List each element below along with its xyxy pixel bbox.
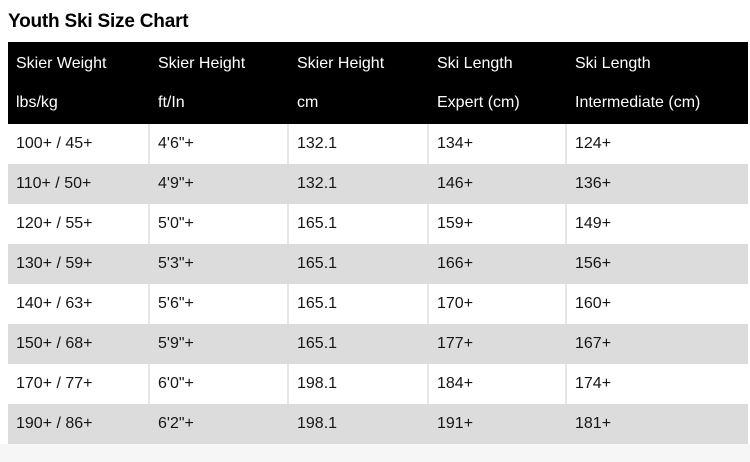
table-cell: 174+: [565, 364, 748, 404]
table-cell: 160+: [565, 284, 748, 324]
column-header: Skier Height cm: [287, 42, 427, 124]
table-cell: 132.1: [287, 164, 427, 204]
table-cell: 165.1: [287, 204, 427, 244]
table-cell: 167+: [565, 324, 748, 364]
table-cell: 150+ / 68+: [8, 324, 148, 364]
column-sublabel: Intermediate (cm): [575, 94, 701, 111]
column-sublabel: cm: [297, 94, 319, 111]
table-cell: 136+: [565, 164, 748, 204]
column-label: Skier Weight: [16, 55, 107, 72]
table-cell: 5'9"+: [148, 324, 287, 364]
table-row: 120+ / 55+ 5'0"+ 165.1 159+ 149+: [8, 204, 748, 244]
table-cell: 4'6"+: [148, 124, 287, 164]
column-label: Ski Length: [575, 55, 651, 72]
table-body: 100+ / 45+ 4'6"+ 132.1 134+ 124+ 110+ / 50+ 4'…: [8, 124, 748, 444]
column-header: Ski Length Expert (cm): [427, 42, 565, 124]
table-cell: 165.1: [287, 244, 427, 284]
table-cell: 184+: [427, 364, 565, 404]
table-cell: 159+: [427, 204, 565, 244]
table-cell: 4'9"+: [148, 164, 287, 204]
page-background-strip: [0, 444, 750, 462]
table-cell: 170+ / 77+: [8, 364, 148, 404]
table-cell: 100+ / 45+: [8, 124, 148, 164]
table-cell: 134+: [427, 124, 565, 164]
table-cell: 120+ / 55+: [8, 204, 148, 244]
table-cell: 198.1: [287, 364, 427, 404]
column-sublabel: ft/In: [158, 94, 185, 111]
table-row: 170+ / 77+ 6'0"+ 198.1 184+ 174+: [8, 364, 748, 404]
table-cell: 5'3"+: [148, 244, 287, 284]
ski-size-table: Skier Weight lbs/kg Skier Height ft/In Skier…: [8, 42, 748, 444]
page-title: Youth Ski Size Chart: [8, 11, 189, 32]
column-header: Skier Weight lbs/kg: [8, 42, 148, 124]
column-label: Skier Height: [297, 55, 385, 72]
table-cell: 130+ / 59+: [8, 244, 148, 284]
table-header: Skier Weight lbs/kg Skier Height ft/In Skier…: [8, 42, 748, 124]
column-label: Skier Height: [158, 55, 246, 72]
table-cell: 149+: [565, 204, 748, 244]
header-row: Skier Weight lbs/kg Skier Height ft/In Skier…: [8, 42, 748, 124]
column-header: Ski Length Intermediate (cm): [565, 42, 748, 124]
table-cell: 198.1: [287, 404, 427, 444]
table-row: 100+ / 45+ 4'6"+ 132.1 134+ 124+: [8, 124, 748, 164]
table-cell: 110+ / 50+: [8, 164, 148, 204]
table-cell: 165.1: [287, 324, 427, 364]
table-cell: 165.1: [287, 284, 427, 324]
table-cell: 177+: [427, 324, 565, 364]
table-cell: 6'2"+: [148, 404, 287, 444]
table-cell: 140+ / 63+: [8, 284, 148, 324]
column-sublabel: Expert (cm): [437, 94, 520, 111]
table-cell: 5'0"+: [148, 204, 287, 244]
table-cell: 190+ / 86+: [8, 404, 148, 444]
table-row: 150+ / 68+ 5'9"+ 165.1 177+ 167+: [8, 324, 748, 364]
table-cell: 166+: [427, 244, 565, 284]
table-row: 130+ / 59+ 5'3"+ 165.1 166+ 156+: [8, 244, 748, 284]
table-cell: 181+: [565, 404, 748, 444]
table-cell: 146+: [427, 164, 565, 204]
table-row: 110+ / 50+ 4'9"+ 132.1 146+ 136+: [8, 164, 748, 204]
table-row: 190+ / 86+ 6'2"+ 198.1 191+ 181+: [8, 404, 748, 444]
table-cell: 5'6"+: [148, 284, 287, 324]
column-sublabel: lbs/kg: [16, 94, 58, 111]
table-cell: 132.1: [287, 124, 427, 164]
table-cell: 124+: [565, 124, 748, 164]
table-cell: 6'0"+: [148, 364, 287, 404]
column-header: Skier Height ft/In: [148, 42, 287, 124]
table-cell: 170+: [427, 284, 565, 324]
table-row: 140+ / 63+ 5'6"+ 165.1 170+ 160+: [8, 284, 748, 324]
column-label: Ski Length: [437, 55, 513, 72]
table-cell: 156+: [565, 244, 748, 284]
table-cell: 191+: [427, 404, 565, 444]
